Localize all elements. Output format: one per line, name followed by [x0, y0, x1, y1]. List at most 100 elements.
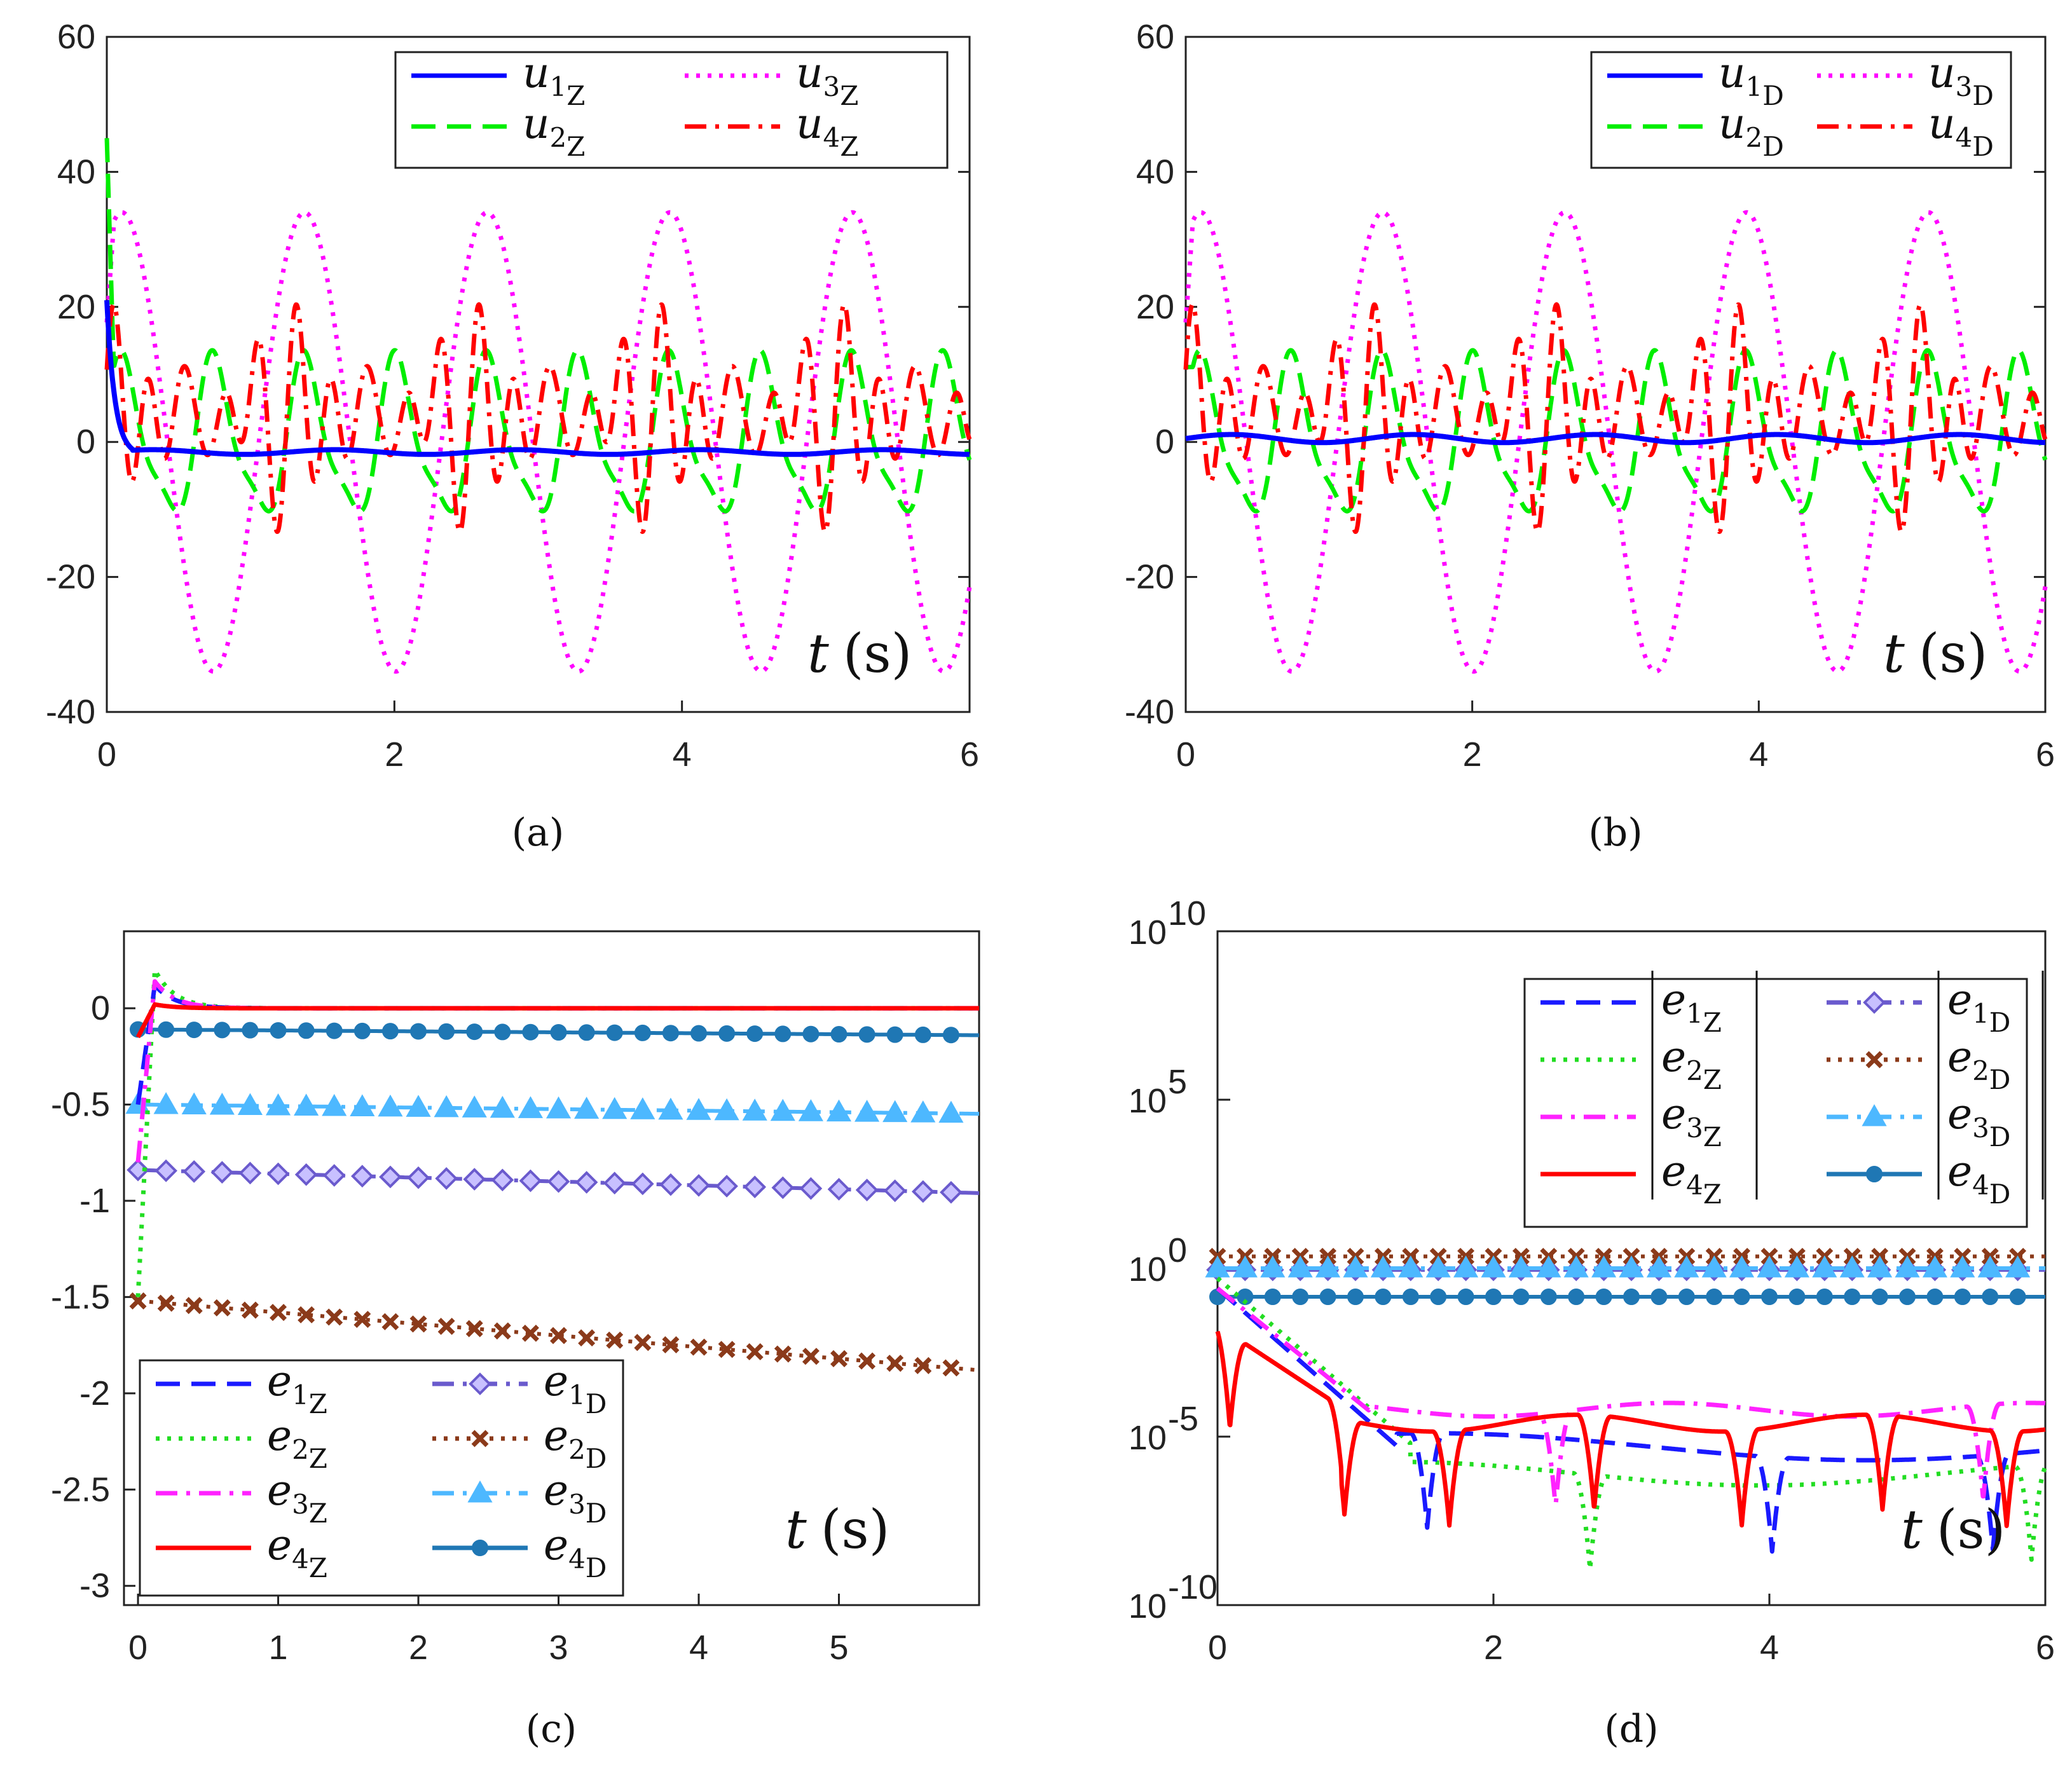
series-marker-c-6 — [854, 1100, 880, 1122]
series-marker-c-7 — [858, 1026, 875, 1043]
series-marker-d-6 — [1977, 1255, 2003, 1278]
xtick-label-b-2: 4 — [1749, 735, 1768, 774]
legend-sample-c-4-marker — [469, 1372, 491, 1395]
series-marker-c-5 — [830, 1350, 847, 1367]
series-marker-c-6 — [265, 1093, 291, 1116]
series-marker-d-7 — [1926, 1289, 1944, 1306]
series-marker-d-6 — [1646, 1255, 1671, 1278]
series-marker-c-4 — [940, 1180, 963, 1204]
series-marker-d-6 — [1260, 1255, 1286, 1278]
ytick-label-b-4: -20 — [1125, 558, 1174, 596]
series-marker-c-6 — [742, 1098, 767, 1121]
series-marker-d-7 — [1706, 1289, 1723, 1306]
xtick-label-d-2: 4 — [1760, 1629, 1779, 1667]
series-marker-c-5 — [298, 1306, 315, 1323]
time-label-b: t (s) — [1883, 622, 1987, 685]
series-marker-c-4 — [911, 1180, 935, 1203]
series-line-b-2 — [1183, 210, 2048, 674]
legend-label-b-1: u2D — [1719, 99, 1784, 162]
series-marker-c-6 — [910, 1100, 936, 1123]
series-marker-d-7 — [2009, 1289, 2026, 1306]
series-marker-c-5 — [465, 1320, 483, 1337]
ytick-label-c-1: -0.5 — [51, 1086, 110, 1124]
series-marker-c-5 — [381, 1313, 399, 1330]
series-marker-c-7 — [914, 1026, 931, 1043]
series-marker-d-7 — [1402, 1289, 1419, 1306]
series-marker-c-4 — [463, 1168, 486, 1191]
series-marker-d-7 — [1430, 1289, 1447, 1306]
series-marker-c-5 — [718, 1341, 736, 1358]
series-marker-c-6 — [237, 1093, 263, 1116]
ytick-label-b-5: -40 — [1125, 693, 1174, 731]
series-marker-c-4 — [491, 1168, 514, 1192]
series-marker-c-7 — [634, 1024, 651, 1041]
ytick-label-c-3: -1.5 — [51, 1278, 110, 1316]
series-marker-c-5 — [774, 1345, 792, 1363]
series-marker-c-7 — [270, 1022, 287, 1039]
series-marker-c-4 — [855, 1179, 879, 1201]
series-marker-c-7 — [353, 1022, 371, 1039]
legend-sample-d-7-marker — [1866, 1166, 1883, 1182]
series-line-b-0 — [1183, 432, 2048, 446]
series-marker-c-4 — [351, 1165, 374, 1188]
series-marker-c-5 — [157, 1294, 175, 1312]
xtick-label-b-3: 6 — [2036, 735, 2055, 774]
series-marker-c-6 — [462, 1095, 487, 1118]
series-marker-c-4 — [687, 1173, 710, 1197]
legend-label-c-0: e1Z — [267, 1357, 327, 1419]
ytick-label-d-1: 10 — [1129, 1082, 1167, 1120]
series-marker-c-7 — [242, 1022, 259, 1039]
xtick-label-c-5: 5 — [829, 1629, 848, 1667]
series-marker-c-5 — [437, 1317, 455, 1335]
series-marker-d-7 — [1319, 1289, 1336, 1306]
ytick-label-d-0: 10 — [1129, 913, 1167, 952]
series-marker-c-5 — [521, 1324, 539, 1342]
xtick-label-d-0: 0 — [1208, 1629, 1227, 1667]
series-marker-c-6 — [378, 1094, 403, 1117]
series-marker-c-4 — [127, 1158, 149, 1182]
series-marker-c-4 — [379, 1165, 402, 1189]
series-marker-d-6 — [1425, 1255, 1451, 1278]
series-marker-c-7 — [802, 1025, 820, 1043]
legend-label-c-1: e2Z — [267, 1411, 327, 1474]
series-marker-c-6 — [658, 1097, 683, 1120]
series-line-d-3 — [1215, 1330, 2047, 1528]
series-marker-c-6 — [518, 1096, 544, 1118]
ytick-label-b-2: 20 — [1136, 288, 1174, 326]
legend-d — [1523, 978, 2028, 1228]
series-marker-c-5 — [858, 1352, 876, 1370]
xtick-label-a-2: 4 — [673, 735, 692, 774]
ytick-exp-d-3: -5 — [1168, 1400, 1198, 1438]
legend-label-b-2: u3D — [1928, 48, 1994, 111]
series-marker-c-5 — [129, 1292, 147, 1309]
series-marker-c-6 — [574, 1097, 600, 1119]
time-label-d: t (s) — [1901, 1498, 2005, 1561]
legend-label-d-1: e2Z — [1661, 1032, 1722, 1095]
series-marker-c-6 — [322, 1093, 347, 1116]
series-line-b-3 — [1183, 302, 2048, 535]
series-marker-c-5 — [690, 1338, 708, 1356]
ytick-label-c-2: -1 — [79, 1182, 110, 1220]
series-marker-c-7 — [326, 1022, 343, 1039]
series-marker-d-6 — [1563, 1255, 1589, 1278]
ytick-label-c-0: 0 — [91, 989, 110, 1027]
series-marker-d-7 — [1954, 1289, 1971, 1306]
legend-label-c-4: e1D — [544, 1357, 607, 1419]
ytick-label-c-4: -2 — [79, 1374, 110, 1412]
series-line-d-1 — [1216, 1276, 2048, 1571]
series-marker-d-6 — [1287, 1255, 1313, 1278]
ytick-exp-d-2: 0 — [1168, 1231, 1187, 1269]
series-marker-d-6 — [1205, 1255, 1230, 1278]
legend-label-a-2: u3Z — [796, 48, 858, 111]
caption-a: (a) — [512, 810, 565, 855]
legend-sample-d-6-marker — [1862, 1104, 1887, 1126]
series-marker-c-5 — [914, 1357, 932, 1374]
series-marker-d-7 — [1733, 1289, 1750, 1306]
series-marker-d-6 — [1812, 1255, 1837, 1278]
series-marker-d-7 — [1375, 1289, 1392, 1306]
ytick-label-a-5: -40 — [46, 693, 95, 731]
legend-b — [1590, 51, 2012, 169]
time-label-a: t (s) — [807, 622, 912, 685]
series-marker-c-7 — [214, 1022, 231, 1039]
series-marker-c-6 — [350, 1094, 375, 1116]
